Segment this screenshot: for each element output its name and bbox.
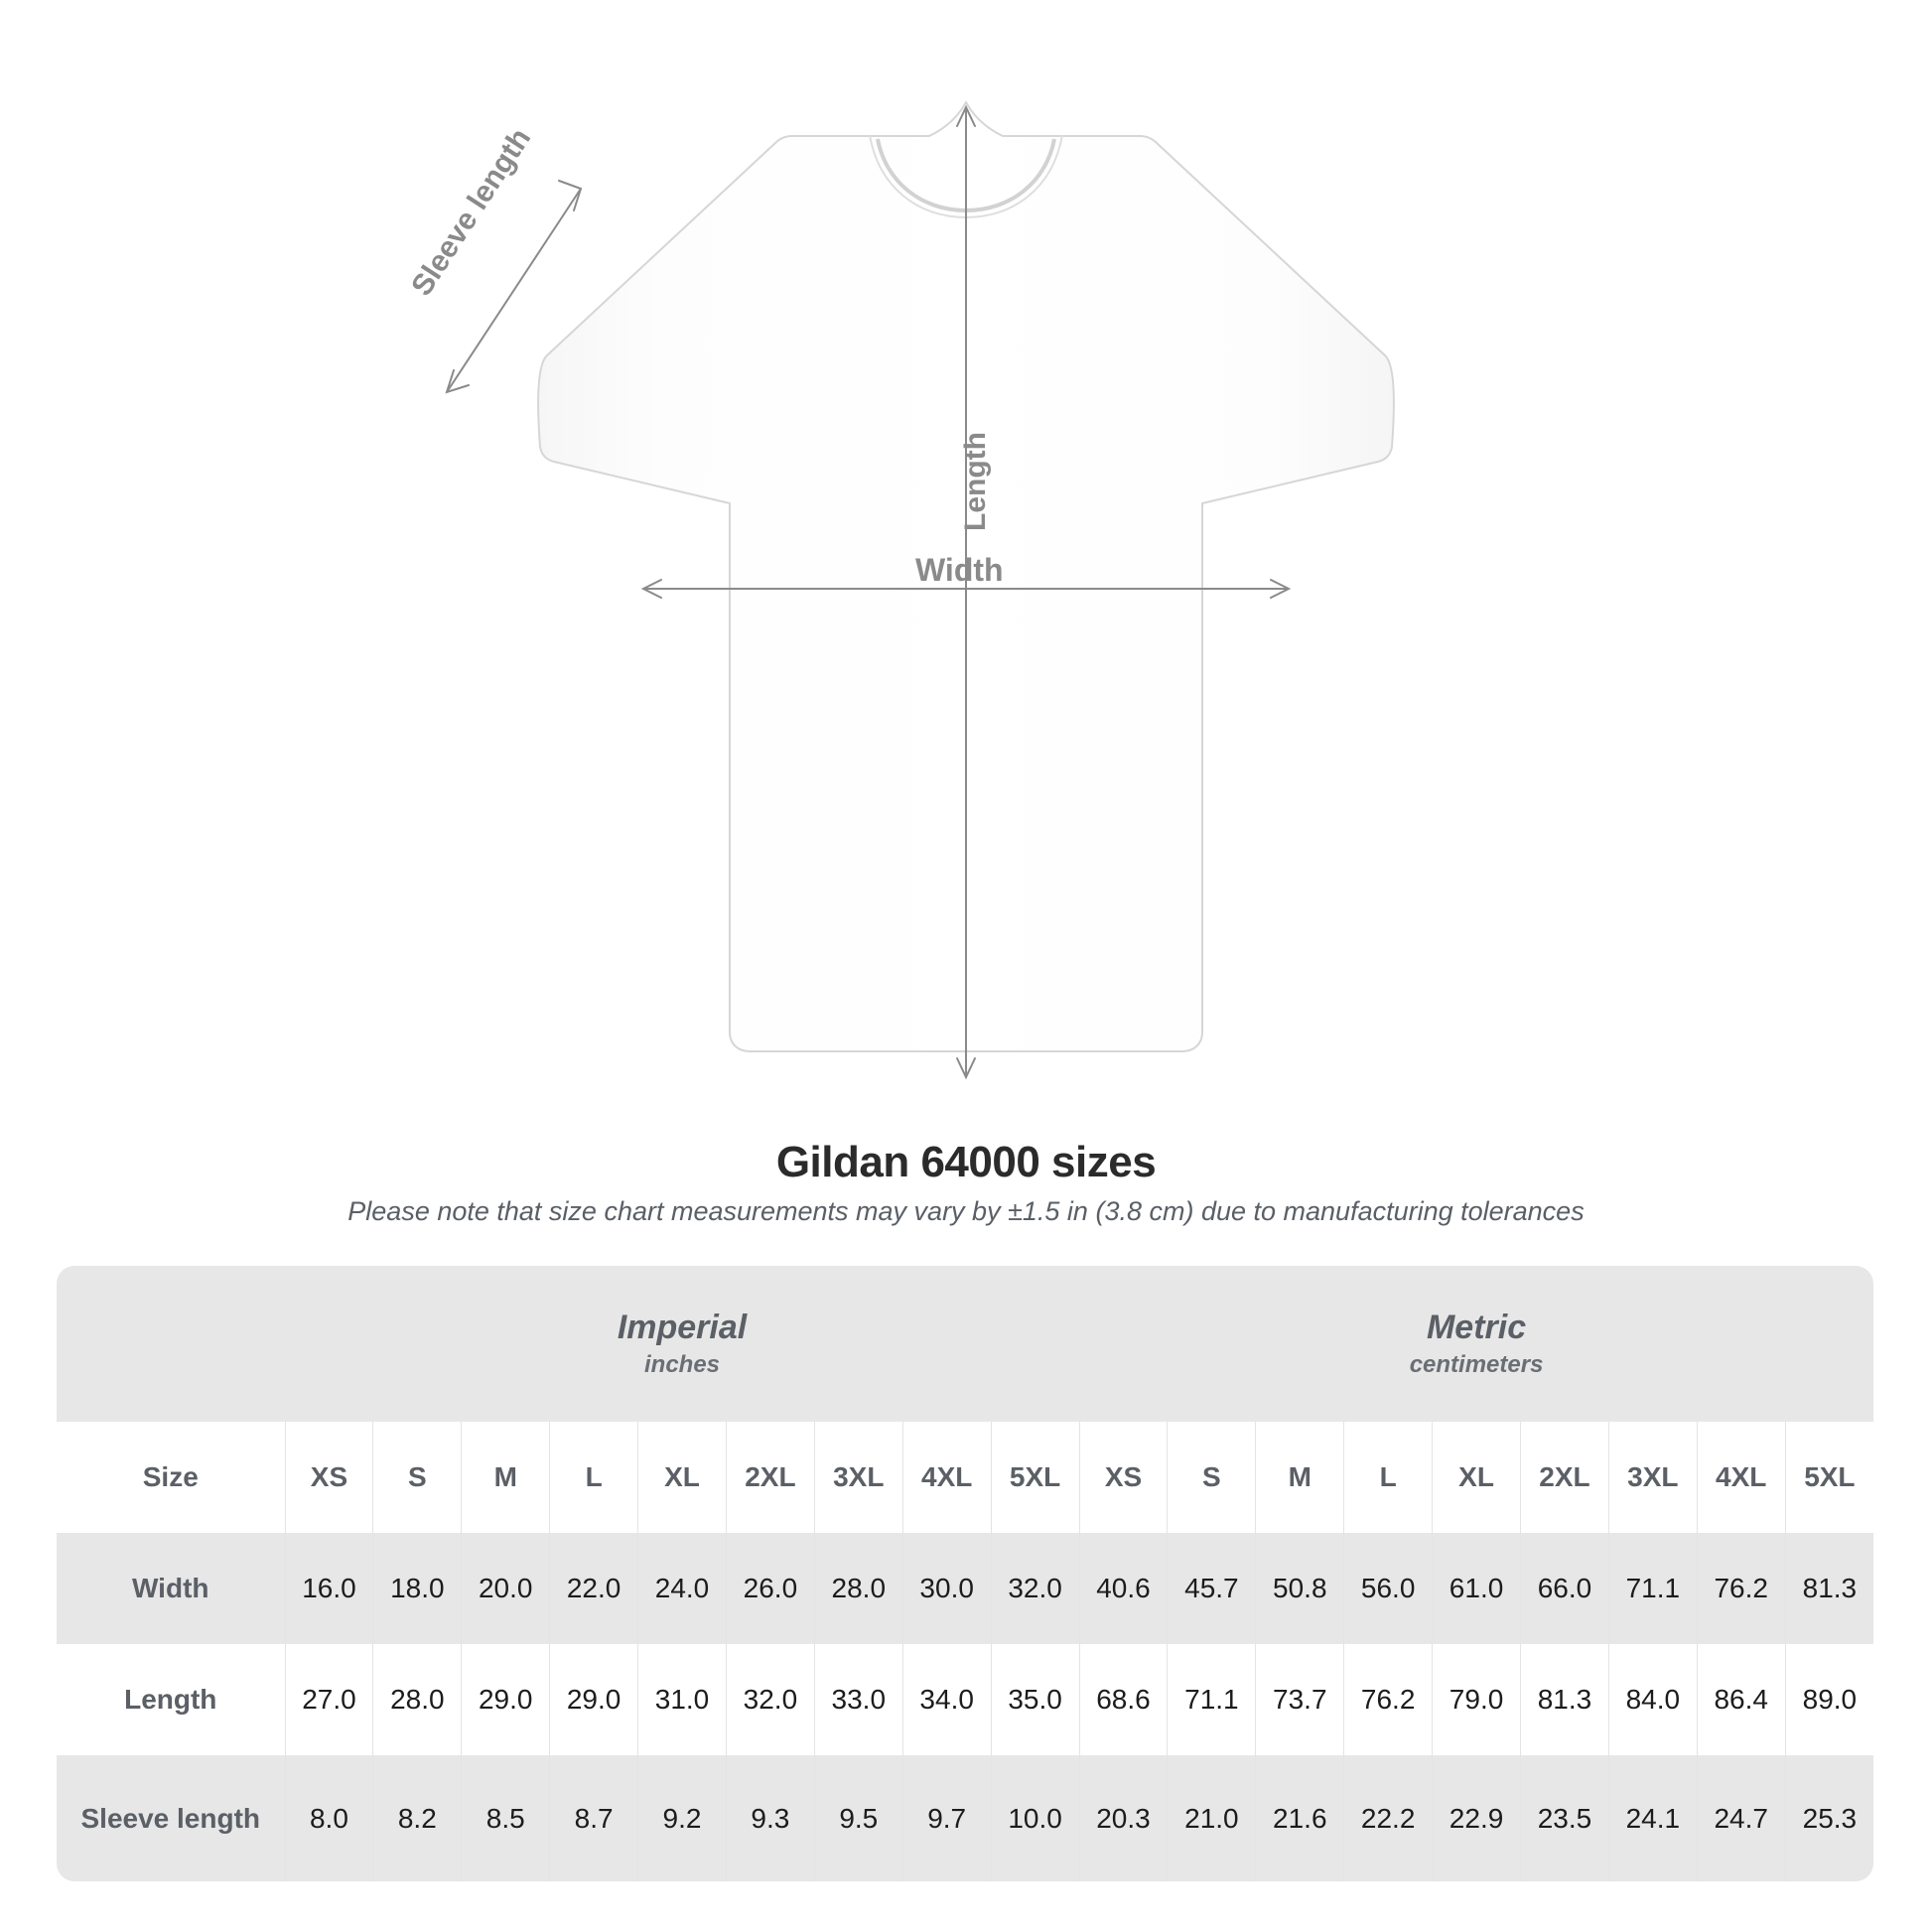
svg-text:Width: Width (915, 552, 1004, 588)
svg-text:Sleeve length: Sleeve length (405, 123, 537, 302)
svg-text:Length: Length (959, 432, 992, 531)
